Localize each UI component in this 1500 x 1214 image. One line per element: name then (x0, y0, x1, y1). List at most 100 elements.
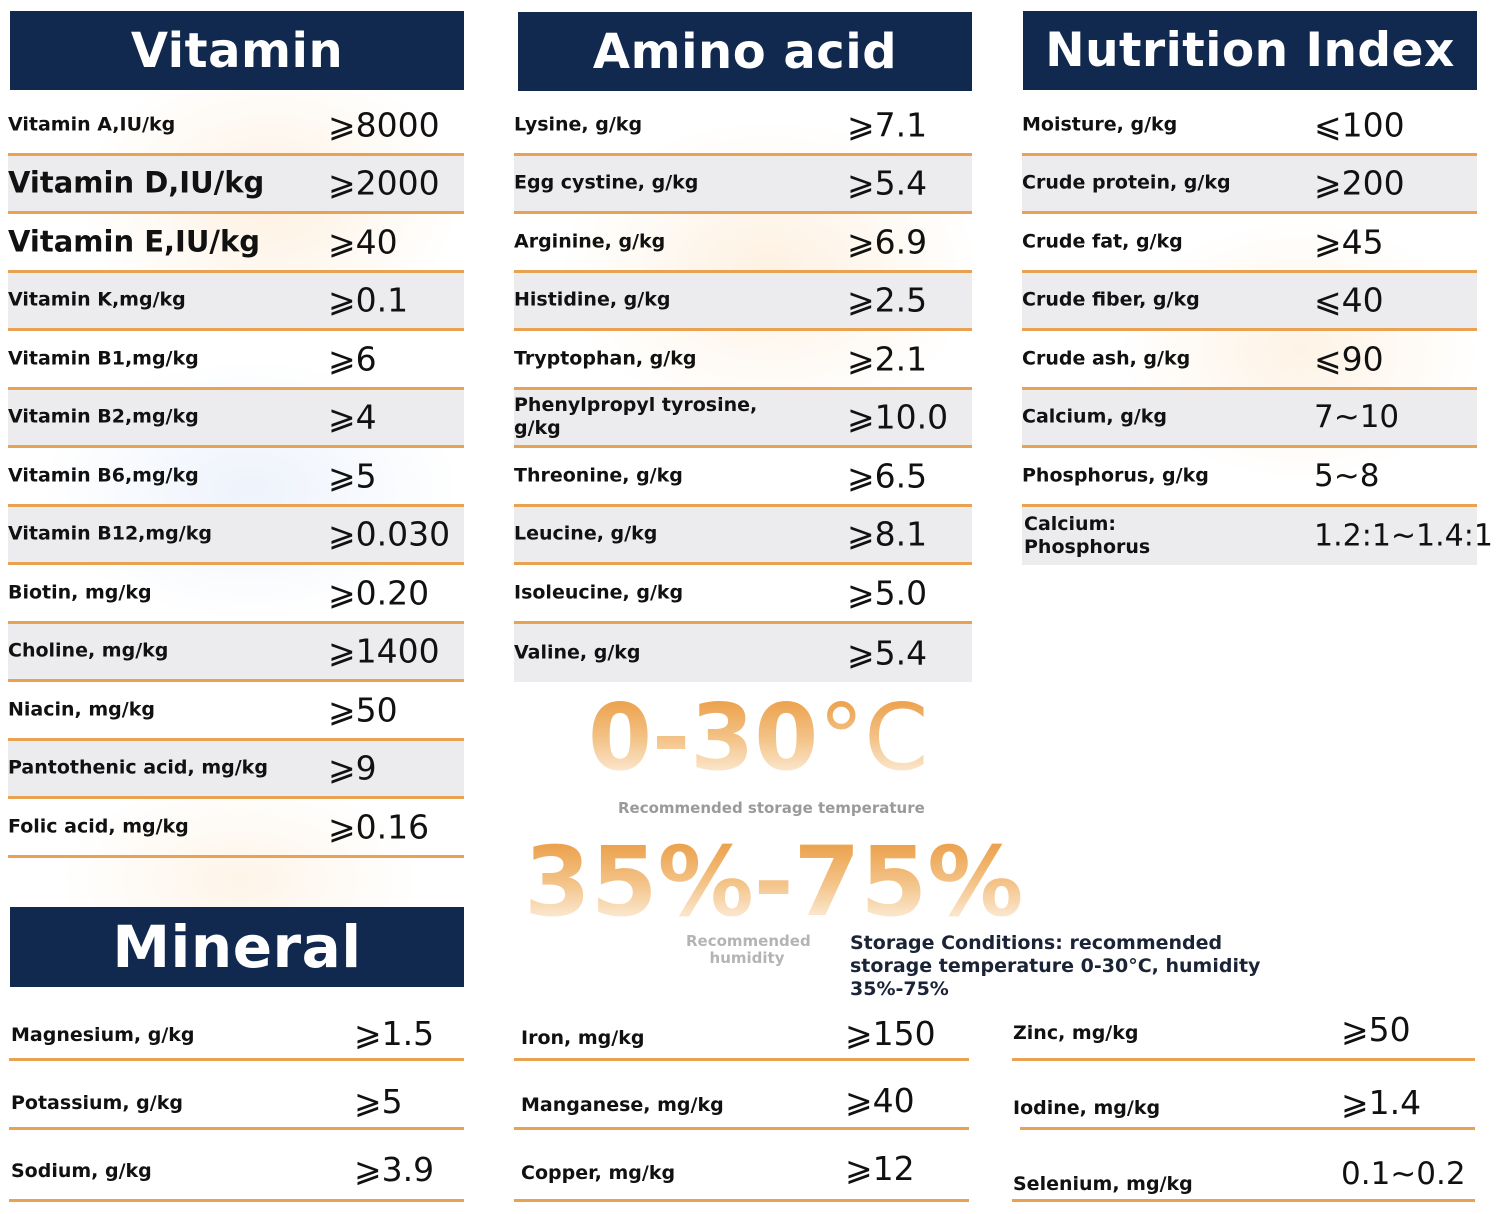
humidity-caption: Recommended humidity (686, 932, 811, 967)
row-value: ⩾2000 (328, 163, 440, 203)
row-value: ⩾2.5 (847, 280, 928, 320)
row-label: Crude fiber, g/kg (1022, 288, 1200, 311)
row-value: ⩾45 (1314, 222, 1384, 262)
table-row: Crude ash, g/kg ⩽90 (1022, 331, 1477, 390)
row-label: Crude ash, g/kg (1022, 347, 1191, 370)
row-label: Crude protein, g/kg (1022, 171, 1231, 194)
row-label: Phenylpropyl tyrosine, g/kg (514, 394, 758, 440)
row-label: Sodium, g/kg (11, 1160, 152, 1182)
row-label: Manganese, mg/kg (521, 1094, 724, 1116)
vitamin-title: Vitamin (130, 22, 344, 79)
table-row: Vitamin B12,mg/kg ⩾0.030 (8, 506, 464, 565)
temperature-unit: °C (818, 684, 929, 791)
table-row: Isoleucine, g/kg ⩾5.0 (514, 565, 972, 624)
table-row: Threonine, g/kg ⩾6.5 (514, 448, 972, 507)
table-row: Egg cystine, g/kg ⩾5.4 (514, 155, 972, 214)
row-label: Isoleucine, g/kg (514, 581, 684, 604)
row-value: ⩾1400 (328, 631, 440, 671)
row-value: ⩾0.030 (328, 514, 451, 554)
row-label: Tryptophan, g/kg (514, 347, 697, 370)
table-row: Zinc, mg/kg ⩾50 (1012, 1000, 1475, 1061)
table-row: Iron, mg/kg ⩾150 (514, 1000, 969, 1061)
row-label: Iodine, mg/kg (1013, 1097, 1161, 1119)
row-value: ⩾6.9 (847, 222, 928, 262)
row-value: 1.2:1~1.4:1 (1314, 518, 1493, 554)
table-row: Leucine, g/kg ⩾8.1 (514, 506, 972, 565)
row-value: ⩾40 (328, 222, 398, 262)
table-row: Vitamin D,IU/kg ⩾2000 (8, 155, 464, 214)
row-label: Moisture, g/kg (1022, 113, 1178, 136)
table-row: Vitamin B1,mg/kg ⩾6 (8, 331, 464, 390)
table-row: Vitamin E,IU/kg ⩾40 (8, 214, 464, 273)
row-label: Selenium, mg/kg (1013, 1173, 1193, 1195)
row-label: Egg cystine, g/kg (514, 171, 699, 194)
vitamin-table: Vitamin A,IU/kg ⩾8000 Vitamin D,IU/kg ⩾200… (8, 97, 464, 858)
row-label: Zinc, mg/kg (1013, 1022, 1139, 1044)
table-row: Iodine, mg/kg ⩾1.4 (1013, 1061, 1475, 1130)
temperature-number: 0-30 (588, 684, 819, 791)
row-label: Vitamin E,IU/kg (8, 224, 261, 259)
row-value: ⩾1.5 (354, 1014, 435, 1053)
table-row: Vitamin B2,mg/kg ⩾4 (8, 389, 464, 448)
table-row: Moisture, g/kg ⩽100 (1022, 97, 1477, 156)
row-value: ⩾8000 (328, 105, 440, 145)
row-value: ⩾5 (328, 456, 377, 496)
mineral-title: Mineral (112, 913, 362, 981)
temperature-caption: Recommended storage temperature (618, 799, 925, 817)
table-row: Magnesium, g/kg ⩾1.5 (9, 1000, 464, 1061)
row-value: ⩾4 (328, 397, 377, 437)
row-label: Arginine, g/kg (514, 230, 666, 253)
row-value: ⩾50 (328, 690, 398, 730)
row-value: ⩾200 (1314, 163, 1405, 203)
table-row: Crude fiber, g/kg ⩽40 (1022, 272, 1477, 331)
row-label: Vitamin B6,mg/kg (8, 464, 199, 487)
table-row: Crude protein, g/kg ⩾200 (1022, 155, 1477, 214)
table-row: Lysine, g/kg ⩾7.1 (514, 97, 972, 156)
row-label: Threonine, g/kg (514, 464, 683, 487)
row-label: Potassium, g/kg (11, 1092, 183, 1114)
row-value: ⩾5 (354, 1082, 403, 1121)
table-row: Copper, mg/kg ⩾12 (514, 1130, 969, 1202)
table-row: Vitamin K,mg/kg ⩾0.1 (8, 272, 464, 331)
amino-acid-title: Amino acid (592, 23, 898, 80)
table-row: Valine, g/kg ⩾5.4 (514, 623, 972, 682)
row-value: ⩽90 (1314, 339, 1384, 379)
row-label: Biotin, mg/kg (8, 581, 152, 604)
row-value: 5~8 (1314, 457, 1380, 494)
row-value: ⩾8.1 (847, 514, 928, 554)
row-label: Vitamin D,IU/kg (8, 165, 265, 200)
row-value: ⩾5.4 (847, 633, 928, 673)
row-label: Valine, g/kg (514, 641, 641, 664)
row-value: ⩾0.20 (328, 573, 430, 613)
table-row: Calcium, g/kg 7~10 (1022, 389, 1477, 448)
table-row: Potassium, g/kg ⩾5 (9, 1061, 464, 1130)
row-value: ⩾40 (845, 1081, 915, 1120)
row-value: ⩾9 (328, 748, 377, 788)
vitamin-header: Vitamin (10, 11, 464, 90)
mineral-table-col3: Zinc, mg/kg ⩾50 Iodine, mg/kg ⩾1.4 Seleniu… (1012, 1000, 1475, 1202)
row-value: 0.1~0.2 (1341, 1156, 1466, 1192)
row-label: Iron, mg/kg (521, 1027, 645, 1049)
table-row: Folic acid, mg/kg ⩾0.16 (8, 799, 464, 858)
row-label: Lysine, g/kg (514, 113, 643, 136)
temperature-value: 0-30°C (588, 688, 928, 788)
mineral-table-col2: Iron, mg/kg ⩾150 Manganese, mg/kg ⩾40 Copp… (514, 1000, 969, 1202)
row-value: 7~10 (1314, 399, 1400, 436)
table-row: Crude fat, g/kg ⩾45 (1022, 214, 1477, 273)
row-label: Magnesium, g/kg (11, 1024, 195, 1046)
row-label: Folic acid, mg/kg (8, 815, 189, 838)
table-row: Calcium: Phosphorus 1.2:1~1.4:1 (1022, 506, 1493, 565)
amino-acid-table: Lysine, g/kg ⩾7.1 Egg cystine, g/kg ⩾5.4 A… (514, 97, 972, 682)
table-row: Arginine, g/kg ⩾6.9 (514, 214, 972, 273)
nutrition-index-table: Moisture, g/kg ⩽100 Crude protein, g/kg ⩾2… (1022, 97, 1493, 565)
row-label: Pantothenic acid, mg/kg (8, 756, 268, 779)
nutrition-index-title: Nutrition Index (1045, 23, 1455, 78)
row-label: Choline, mg/kg (8, 639, 169, 662)
mineral-header: Mineral (10, 907, 464, 987)
row-value: ⩾1.4 (1341, 1083, 1422, 1122)
row-value: ⩾0.1 (328, 280, 409, 320)
row-label: Niacin, mg/kg (8, 698, 155, 721)
table-row: Vitamin B6,mg/kg ⩾5 (8, 448, 464, 507)
table-row: Phosphorus, g/kg 5~8 (1022, 448, 1477, 507)
row-label: Phosphorus, g/kg (1022, 464, 1209, 487)
